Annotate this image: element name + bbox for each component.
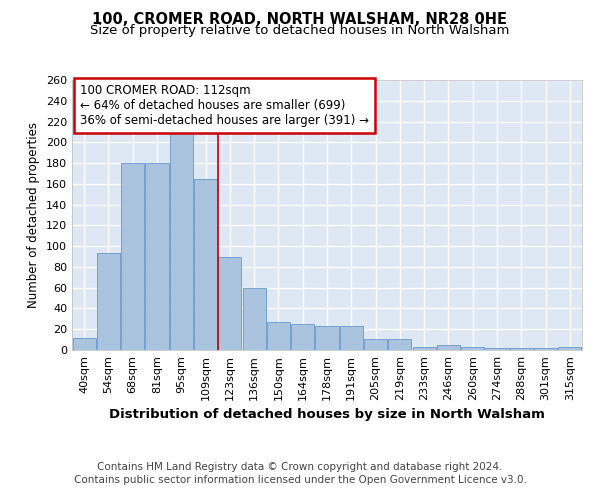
Text: 100, CROMER ROAD, NORTH WALSHAM, NR28 0HE: 100, CROMER ROAD, NORTH WALSHAM, NR28 0H… <box>92 12 508 28</box>
Bar <box>340 326 363 350</box>
Bar <box>364 338 387 350</box>
Bar <box>73 338 95 350</box>
Bar <box>437 345 460 350</box>
Bar <box>316 326 338 350</box>
Bar <box>388 338 412 350</box>
Bar <box>218 256 241 350</box>
X-axis label: Distribution of detached houses by size in North Walsham: Distribution of detached houses by size … <box>109 408 545 422</box>
Bar <box>121 163 144 350</box>
Bar <box>510 348 533 350</box>
Text: 100 CROMER ROAD: 112sqm
← 64% of detached houses are smaller (699)
36% of semi-d: 100 CROMER ROAD: 112sqm ← 64% of detache… <box>80 84 368 127</box>
Text: Contains public sector information licensed under the Open Government Licence v3: Contains public sector information licen… <box>74 475 526 485</box>
Bar <box>145 163 169 350</box>
Bar <box>534 348 557 350</box>
Bar <box>242 288 266 350</box>
Bar <box>413 347 436 350</box>
Bar <box>194 178 217 350</box>
Text: Size of property relative to detached houses in North Walsham: Size of property relative to detached ho… <box>91 24 509 37</box>
Bar <box>291 324 314 350</box>
Bar <box>461 347 484 350</box>
Bar <box>267 322 290 350</box>
Text: Contains HM Land Registry data © Crown copyright and database right 2024.: Contains HM Land Registry data © Crown c… <box>97 462 503 472</box>
Bar <box>559 347 581 350</box>
Bar <box>97 254 120 350</box>
Bar <box>485 348 509 350</box>
Bar <box>170 132 193 350</box>
Y-axis label: Number of detached properties: Number of detached properties <box>28 122 40 308</box>
